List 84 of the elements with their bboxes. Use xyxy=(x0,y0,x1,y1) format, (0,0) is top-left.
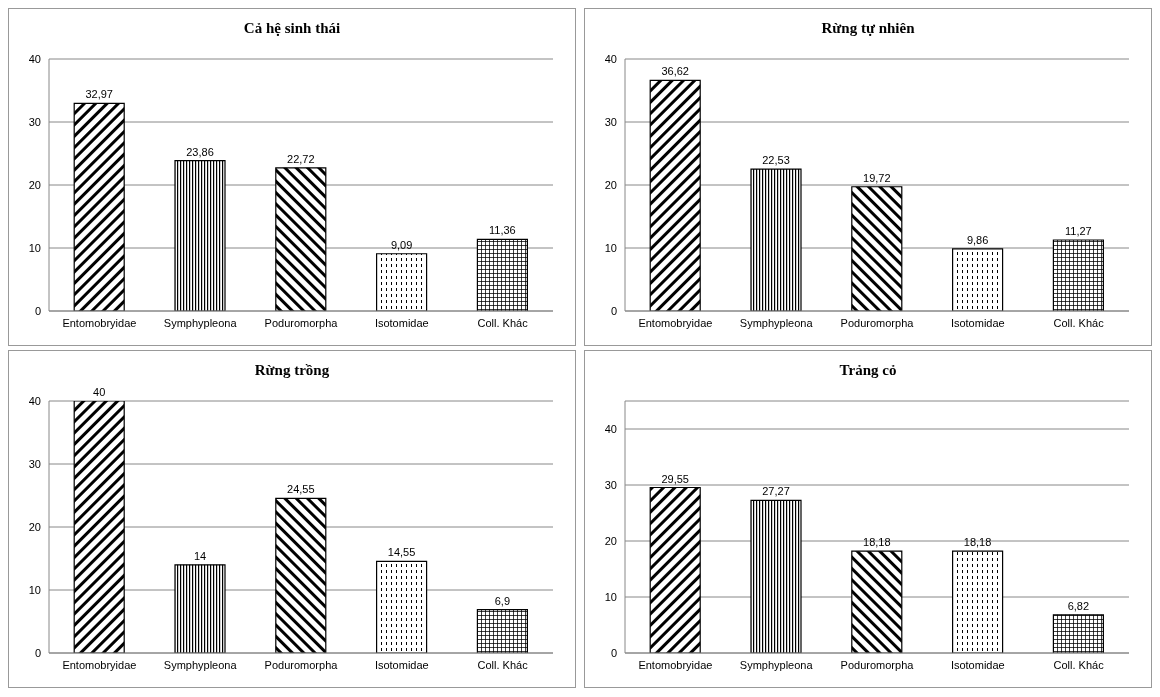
y-tick-label: 30 xyxy=(604,478,617,491)
y-tick-label: 10 xyxy=(604,590,617,603)
bar xyxy=(952,550,1004,653)
bar xyxy=(750,499,802,653)
data-label: 6,9 xyxy=(494,594,511,607)
data-label: 22,53 xyxy=(762,154,790,167)
data-label: 6,82 xyxy=(1067,599,1090,612)
chart-title: Rừng trồng xyxy=(253,361,331,380)
y-tick-label: 20 xyxy=(604,178,617,191)
bar xyxy=(851,186,903,311)
x-tick-label: Coll. Khác xyxy=(1053,658,1105,671)
data-label: 40 xyxy=(93,386,106,398)
bar xyxy=(376,253,428,311)
data-label: 22,72 xyxy=(287,152,315,165)
y-tick-label: 10 xyxy=(28,583,41,596)
x-tick-label: Entomobryidae xyxy=(62,316,137,329)
bar xyxy=(649,486,701,653)
chart-title: Trảng cỏ xyxy=(838,361,898,380)
x-tick-label: Poduromorpha xyxy=(840,316,915,329)
bar xyxy=(174,160,226,311)
bar xyxy=(1052,614,1104,653)
data-label: 19,72 xyxy=(863,171,891,184)
y-tick-label: 20 xyxy=(604,534,617,547)
bar xyxy=(649,79,701,311)
y-tick-label: 0 xyxy=(610,646,617,659)
data-label: 11,36 xyxy=(489,224,516,237)
y-tick-label: 0 xyxy=(34,646,41,659)
data-label: 36,62 xyxy=(661,65,689,78)
chart-title: Rừng tự nhiên xyxy=(820,19,916,38)
bar xyxy=(275,167,327,311)
x-tick-label: Poduromorpha xyxy=(840,658,915,671)
y-tick-label: 0 xyxy=(34,304,41,317)
x-tick-label: Symphypleona xyxy=(739,316,814,329)
x-tick-label: Isotomidae xyxy=(950,316,1005,329)
y-tick-label: 30 xyxy=(604,115,617,128)
y-tick-label: 0 xyxy=(610,304,617,317)
x-tick-label: Symphypleona xyxy=(739,658,814,671)
data-label: 32,97 xyxy=(85,88,113,101)
x-tick-label: Poduromorpha xyxy=(264,316,339,329)
bar xyxy=(275,497,327,653)
y-tick-label: 10 xyxy=(28,241,41,254)
bar xyxy=(73,401,125,653)
x-tick-label: Isotomidae xyxy=(374,316,429,329)
bar xyxy=(1052,239,1104,311)
y-tick-label: 40 xyxy=(604,52,617,65)
bar xyxy=(750,168,802,311)
bar xyxy=(952,248,1004,311)
x-tick-label: Entomobryidae xyxy=(638,316,713,329)
x-tick-label: Coll. Khác xyxy=(1053,316,1105,329)
data-label: 18,18 xyxy=(863,536,891,549)
data-label: 9,86 xyxy=(966,233,989,246)
y-tick-label: 30 xyxy=(28,115,41,128)
y-tick-label: 30 xyxy=(28,457,41,470)
data-label: 11,27 xyxy=(1065,225,1092,237)
data-label: 24,55 xyxy=(287,483,315,496)
bar xyxy=(73,102,125,311)
bar xyxy=(376,560,428,653)
x-tick-label: Entomobryidae xyxy=(638,658,713,671)
bar xyxy=(174,564,226,653)
x-tick-label: Coll. Khác xyxy=(477,658,529,671)
data-label: 29,55 xyxy=(661,472,689,485)
x-tick-label: Poduromorpha xyxy=(264,658,339,671)
data-label: 18,18 xyxy=(963,536,992,549)
x-tick-label: Entomobryidae xyxy=(62,658,137,671)
data-label: 27,27 xyxy=(762,485,790,498)
x-tick-label: Coll. Khác xyxy=(477,316,529,329)
x-tick-label: Isotomidae xyxy=(950,658,1005,671)
bar xyxy=(476,608,528,653)
bar xyxy=(851,550,903,653)
y-tick-label: 10 xyxy=(604,241,617,254)
x-tick-label: Symphypleona xyxy=(163,316,238,329)
data-label: 9,09 xyxy=(390,238,413,251)
y-tick-label: 40 xyxy=(28,52,41,65)
y-tick-label: 40 xyxy=(28,394,41,407)
y-tick-label: 20 xyxy=(28,520,41,533)
bar xyxy=(476,238,528,311)
chart-title: Cả hệ sinh thái xyxy=(242,19,342,38)
data-label: 14,55 xyxy=(387,546,416,559)
data-label: 23,86 xyxy=(186,145,214,158)
data-label: 14 xyxy=(193,549,207,562)
y-tick-label: 20 xyxy=(28,178,41,191)
x-tick-label: Isotomidae xyxy=(374,658,429,671)
x-tick-label: Symphypleona xyxy=(163,658,238,671)
y-tick-label: 40 xyxy=(604,422,617,435)
